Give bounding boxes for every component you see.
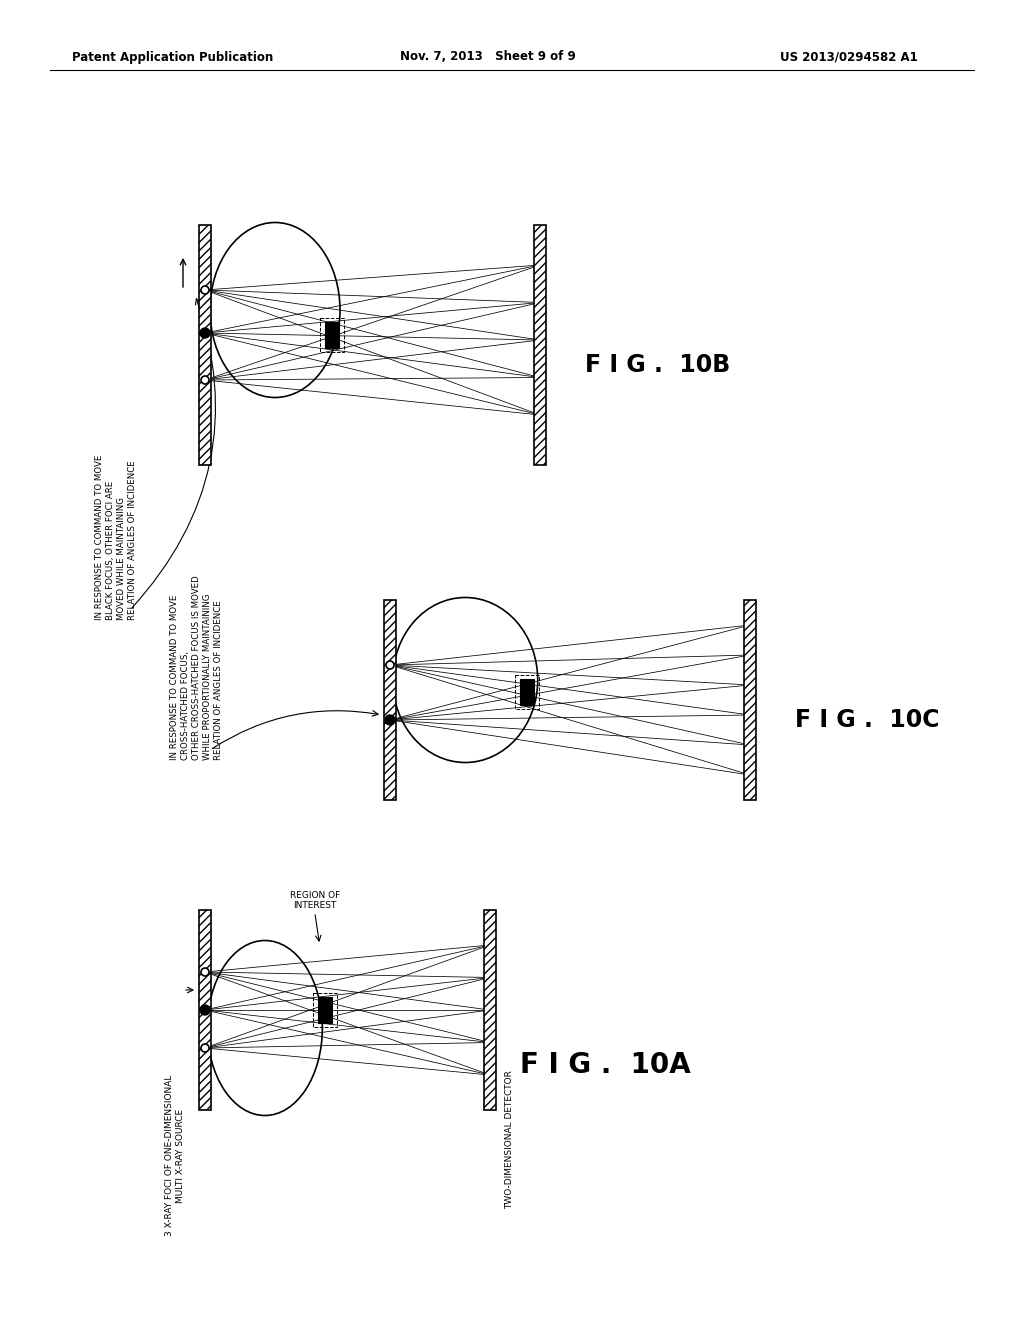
Bar: [317, 997, 332, 1023]
Bar: [199, 224, 211, 465]
Text: REGION OF
INTEREST: REGION OF INTEREST: [290, 891, 340, 909]
Bar: [384, 601, 396, 800]
Circle shape: [386, 661, 394, 669]
Text: F I G .  10A: F I G . 10A: [520, 1051, 691, 1078]
Circle shape: [200, 327, 210, 338]
Circle shape: [385, 715, 395, 725]
Text: IN RESPONSE TO COMMAND TO MOVE
CROSS-HATCHED FOCUS,
OTHER CROSS-HATCHED FOCUS IS: IN RESPONSE TO COMMAND TO MOVE CROSS-HAT…: [170, 576, 223, 760]
Bar: [312, 993, 337, 1027]
Circle shape: [201, 286, 209, 294]
Bar: [326, 322, 339, 348]
Text: Nov. 7, 2013   Sheet 9 of 9: Nov. 7, 2013 Sheet 9 of 9: [400, 50, 575, 63]
Circle shape: [201, 968, 209, 975]
Bar: [484, 909, 496, 1110]
Text: 3 X-RAY FOCI OF ONE-DIMENSIONAL
MULTI X-RAY SOURCE: 3 X-RAY FOCI OF ONE-DIMENSIONAL MULTI X-…: [165, 1074, 185, 1237]
Text: Patent Application Publication: Patent Application Publication: [72, 50, 273, 63]
Circle shape: [200, 1005, 210, 1015]
Bar: [321, 318, 344, 352]
Bar: [199, 909, 211, 1110]
Text: TWO-DIMENSIONAL DETECTOR: TWO-DIMENSIONAL DETECTOR: [506, 1071, 514, 1209]
Text: F I G .  10B: F I G . 10B: [585, 352, 730, 378]
Bar: [534, 224, 546, 465]
Bar: [744, 601, 756, 800]
Bar: [520, 678, 534, 705]
Circle shape: [201, 376, 209, 384]
Circle shape: [201, 1044, 209, 1052]
Text: IN RESPONSE TO COMMAND TO MOVE
BLACK FOCUS, OTHER FOCI ARE
MOVED WHILE MAINTAINI: IN RESPONSE TO COMMAND TO MOVE BLACK FOC…: [95, 454, 137, 620]
Text: F I G .  10C: F I G . 10C: [795, 708, 939, 733]
Text: US 2013/0294582 A1: US 2013/0294582 A1: [780, 50, 918, 63]
Bar: [515, 675, 539, 709]
